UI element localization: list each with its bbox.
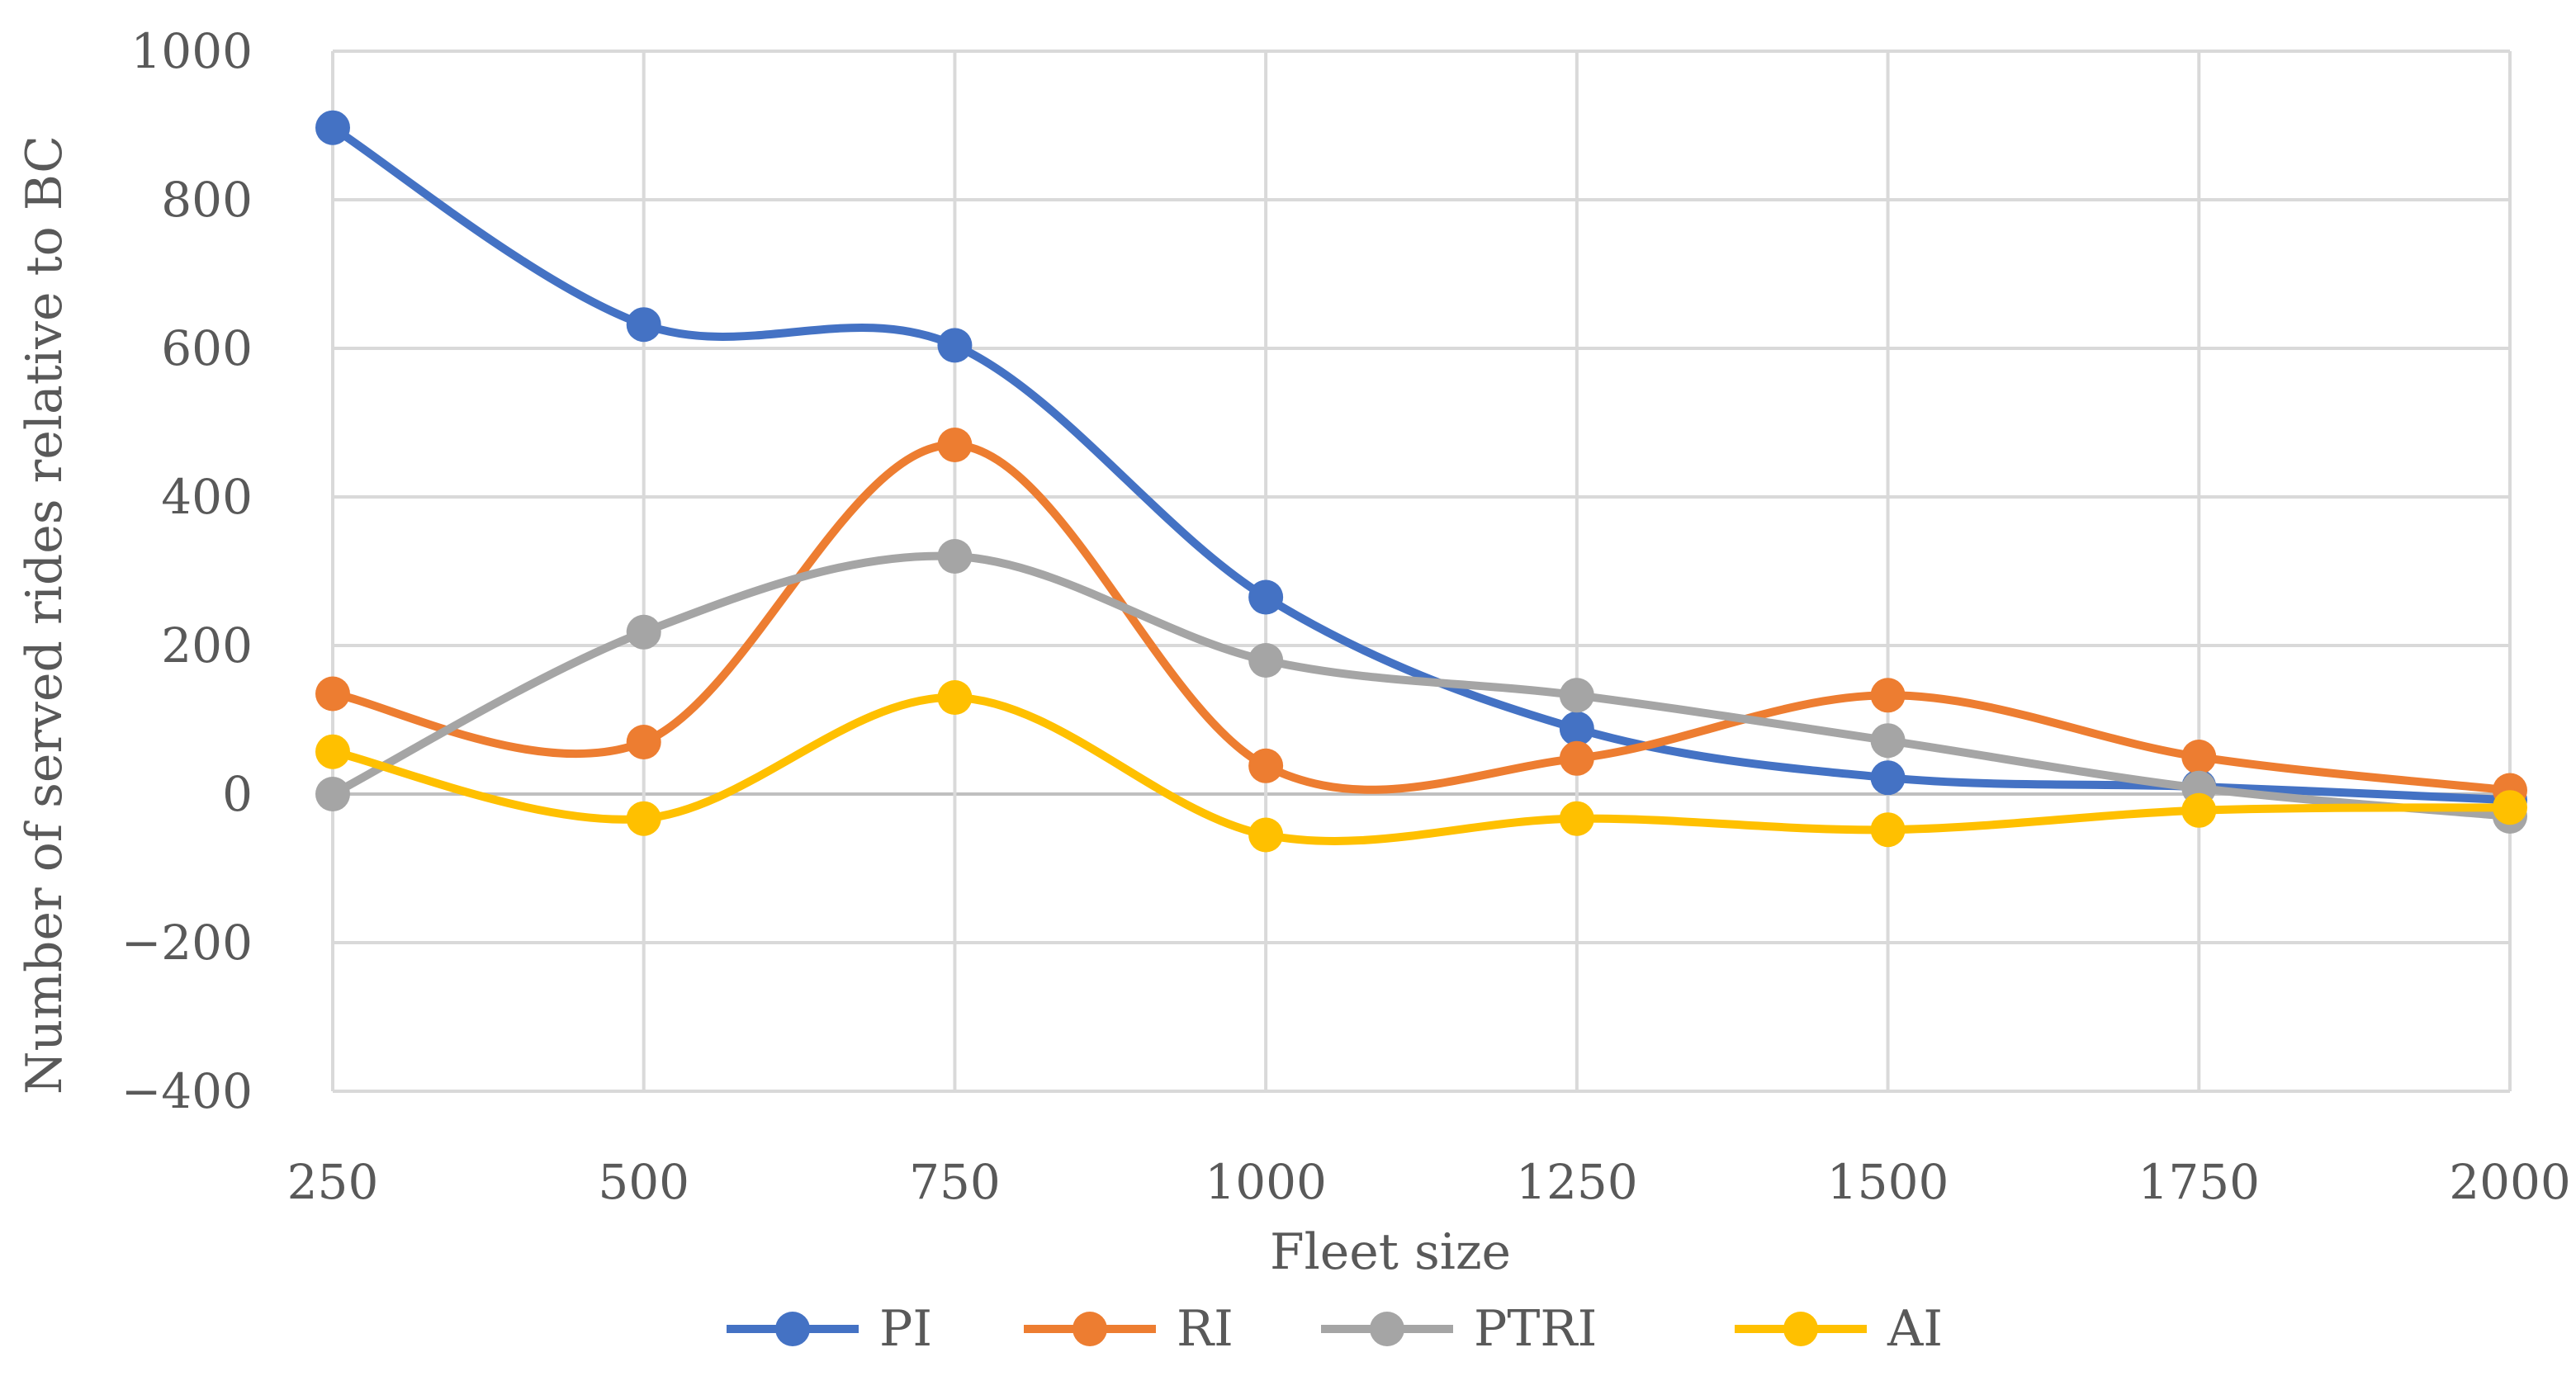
data-point-pi (626, 307, 661, 343)
x-tick-label: 750 (909, 1154, 1001, 1210)
data-point-ri (2181, 740, 2217, 774)
y-tick-label: 400 (161, 469, 253, 525)
data-point-ri (1559, 740, 1594, 776)
series-line-pi (329, 123, 2514, 805)
x-tick-label: 250 (287, 1154, 379, 1210)
x-tick-label: 1250 (1516, 1154, 1638, 1210)
y-tick-label: −400 (121, 1063, 253, 1119)
y-tick-label: 600 (161, 320, 253, 376)
legend-marker (1783, 1312, 1818, 1346)
series-line-ai (329, 693, 2514, 845)
y-tick-label: −200 (121, 915, 253, 971)
x-tick-label: 1000 (1205, 1154, 1327, 1210)
legend-label: PTRI (1474, 1300, 1597, 1358)
y-axis-title: Number of served rides relative to BC (16, 135, 73, 1095)
series-line-ri (329, 440, 2514, 795)
data-point-ptri (1870, 723, 1906, 759)
x-axis-title: Fleet size (1270, 1223, 1511, 1281)
series-ai (315, 680, 2527, 853)
data-point-pi (937, 328, 973, 363)
data-point-ai (2493, 790, 2527, 825)
legend-label: RI (1177, 1300, 1234, 1358)
legend-item-ai: AI (1735, 1300, 1943, 1358)
x-tick-label: 1750 (2138, 1154, 2260, 1210)
data-point-ptri (1559, 678, 1594, 713)
data-point-ri (1248, 748, 1284, 783)
legend: PI RI PTRI AI (727, 1300, 1943, 1358)
series-group (315, 110, 2527, 853)
data-point-pi (1248, 579, 1284, 615)
data-point-ai (2181, 792, 2217, 828)
x-tick-labels: 250 500 750 1000 1250 1500 1750 2000 (287, 1154, 2571, 1210)
data-point-ptri (315, 777, 350, 811)
x-tick-label: 500 (598, 1154, 689, 1210)
data-point-ai (315, 734, 350, 769)
series-pi (315, 110, 2527, 818)
legend-item-ptri: PTRI (1321, 1300, 1597, 1358)
y-tick-label: 800 (161, 172, 253, 228)
legend-item-pi: PI (727, 1300, 932, 1358)
data-point-ptri (937, 539, 973, 574)
data-point-ai (1248, 817, 1284, 853)
data-point-ai (937, 680, 973, 715)
legend-marker (1073, 1312, 1107, 1346)
data-point-pi (315, 110, 350, 145)
data-point-ri (937, 428, 973, 462)
y-tick-label: 0 (222, 766, 253, 822)
y-tick-labels: 1000 800 600 400 200 0 −200 −400 (121, 23, 253, 1119)
series-line-ptri (329, 551, 2514, 820)
legend-marker (1370, 1312, 1404, 1346)
legend-label: PI (879, 1300, 932, 1358)
gridlines (331, 50, 2512, 1093)
data-point-ai (1870, 812, 1906, 848)
data-point-ri (1870, 678, 1906, 713)
x-tick-label: 2000 (2449, 1154, 2571, 1210)
data-point-ai (1559, 801, 1594, 836)
data-point-ptri (1248, 643, 1284, 678)
y-tick-label: 1000 (130, 23, 253, 79)
data-point-ptri (626, 614, 661, 650)
data-point-pi (1559, 711, 1594, 746)
legend-label: AI (1887, 1300, 1943, 1358)
x-tick-label: 1500 (1827, 1154, 1949, 1210)
data-point-pi (1870, 760, 1906, 796)
legend-marker (775, 1312, 810, 1346)
legend-item-ri: RI (1024, 1300, 1234, 1358)
data-point-ri (315, 676, 350, 712)
data-point-ri (626, 725, 661, 759)
data-point-ai (626, 801, 661, 836)
y-tick-label: 200 (161, 617, 253, 674)
series-ri (315, 428, 2527, 808)
